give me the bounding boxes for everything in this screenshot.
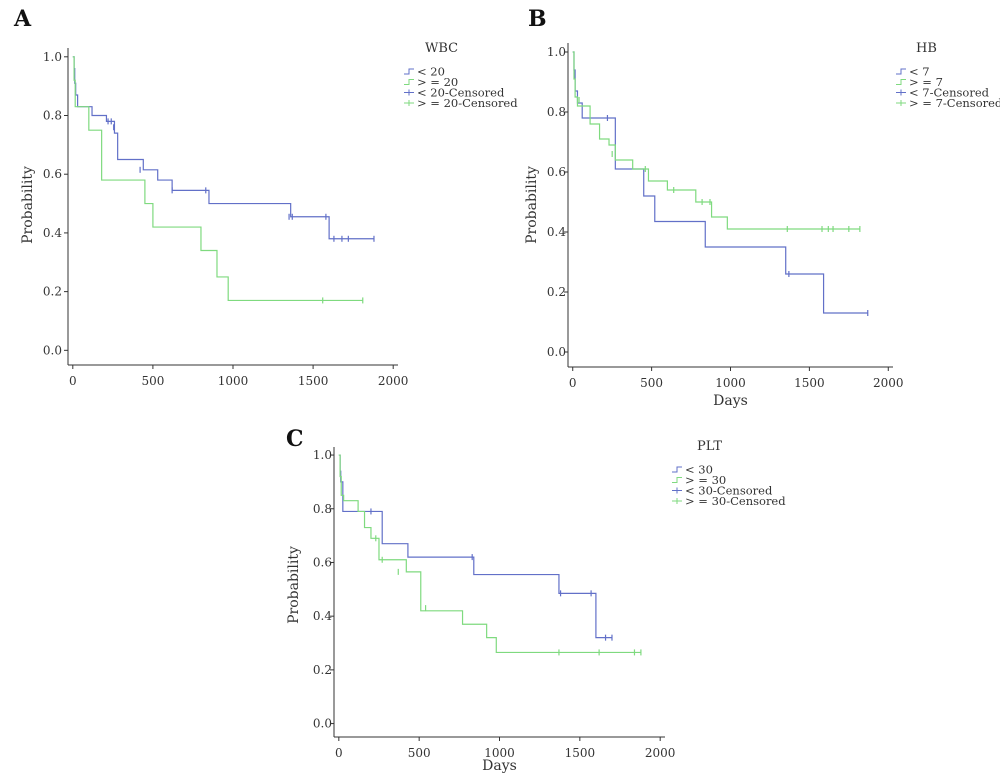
x-tick-label: 1000 bbox=[715, 376, 746, 390]
x-tick-label: 500 bbox=[141, 374, 164, 388]
km-curve-series-1 bbox=[572, 51, 868, 314]
x-tick-label: 2000 bbox=[645, 746, 676, 760]
legend-entry: > = 7-Censored bbox=[909, 96, 1000, 110]
km-curve-series-2 bbox=[572, 51, 860, 230]
legend-entry: < 20 bbox=[417, 65, 445, 79]
legend-title: PLT bbox=[697, 439, 722, 454]
y-tick-label: 0.0 bbox=[313, 717, 332, 731]
y-tick-label: 1.0 bbox=[43, 50, 62, 64]
legend-line-key bbox=[672, 466, 682, 473]
y-tick-label: 0.8 bbox=[43, 109, 62, 123]
legend-line-key bbox=[896, 79, 906, 85]
x-tick-label: 0 bbox=[569, 376, 577, 390]
km-curve-series-2 bbox=[338, 454, 641, 654]
y-axis-label: Probability bbox=[524, 166, 540, 244]
panel-letter-b: B bbox=[528, 6, 547, 32]
x-tick-label: 0 bbox=[69, 374, 77, 388]
legend-entry: < 7 bbox=[909, 65, 930, 79]
legend-entry: < 30-Censored bbox=[685, 484, 773, 498]
chart-panels: 0.0 0.2 0.4 0.6 0.8 1.0 0 500 1000 1500 2000 Probab… bbox=[20, 41, 1000, 774]
y-tick-label: 0.4 bbox=[547, 225, 566, 239]
y-tick-label: 1.0 bbox=[547, 45, 566, 59]
legend-entry: > = 30 bbox=[685, 473, 726, 487]
y-tick-label: 0.0 bbox=[547, 345, 566, 359]
x-tick-label: 2000 bbox=[873, 376, 904, 390]
x-tick-label: 500 bbox=[408, 746, 431, 760]
x-tick-label: 1500 bbox=[565, 746, 596, 760]
legend-line-key bbox=[404, 79, 414, 85]
legend-entry: < 20-Censored bbox=[417, 86, 505, 100]
legend-entry: < 7-Censored bbox=[909, 86, 990, 100]
chart-panel-c: 0.0 0.2 0.4 0.6 0.8 1.0 0 500 1000 1500 2000 Probab… bbox=[286, 439, 786, 774]
y-tick-label: 0.4 bbox=[313, 609, 332, 623]
y-tick-label: 0.2 bbox=[43, 285, 62, 299]
chart-panel-a: 0.0 0.2 0.4 0.6 0.8 1.0 0 500 1000 1500 2000 Probab… bbox=[20, 41, 518, 388]
legend-entry: > = 7 bbox=[909, 75, 943, 89]
y-tick-label: 0.8 bbox=[313, 502, 332, 516]
y-axis-label: Probability bbox=[20, 166, 36, 244]
y-tick-label: 0.2 bbox=[547, 285, 566, 299]
panel-letter-a: A bbox=[13, 6, 32, 32]
x-tick-label: 0 bbox=[335, 746, 343, 760]
legend-title: WBC bbox=[425, 41, 458, 56]
km-curve-series-1 bbox=[338, 454, 612, 639]
y-tick-label: 0.6 bbox=[43, 167, 62, 181]
y-tick-label: 0.6 bbox=[313, 555, 332, 569]
x-tick-label: 2000 bbox=[378, 374, 409, 388]
x-tick-label: 1500 bbox=[794, 376, 825, 390]
x-tick-label: 1500 bbox=[298, 374, 329, 388]
legend-entry: > = 20-Censored bbox=[417, 96, 518, 110]
y-tick-label: 0.4 bbox=[43, 226, 62, 240]
y-tick-label: 0.6 bbox=[547, 165, 566, 179]
x-tick-label: 1000 bbox=[484, 746, 515, 760]
legend-line-key bbox=[672, 477, 682, 483]
y-axis-label: Probability bbox=[286, 546, 302, 624]
legend-entry: > = 30-Censored bbox=[685, 494, 786, 508]
km-curve-series-2 bbox=[72, 56, 363, 302]
x-tick-label: 1000 bbox=[218, 374, 249, 388]
x-tick-label: 500 bbox=[640, 376, 663, 390]
x-axis-label: Days bbox=[713, 393, 748, 409]
km-curve-series-1 bbox=[72, 56, 374, 240]
chart-panel-b: 0.0 0.2 0.4 0.6 0.8 1.0 0 500 1000 1500 2000 Probab… bbox=[524, 41, 1000, 409]
y-tick-label: 0.8 bbox=[547, 105, 566, 119]
legend-entry: > = 20 bbox=[417, 75, 458, 89]
legend-line-key bbox=[896, 68, 906, 75]
panel-letter-c: C bbox=[286, 426, 304, 452]
x-axis-label: Days bbox=[482, 758, 517, 774]
legend-title: HB bbox=[916, 41, 937, 56]
y-tick-label: 0.2 bbox=[313, 663, 332, 677]
y-tick-label: 1.0 bbox=[313, 448, 332, 462]
legend-line-key bbox=[404, 68, 414, 75]
legend-entry: < 30 bbox=[685, 463, 713, 477]
y-tick-label: 0.0 bbox=[43, 343, 62, 357]
